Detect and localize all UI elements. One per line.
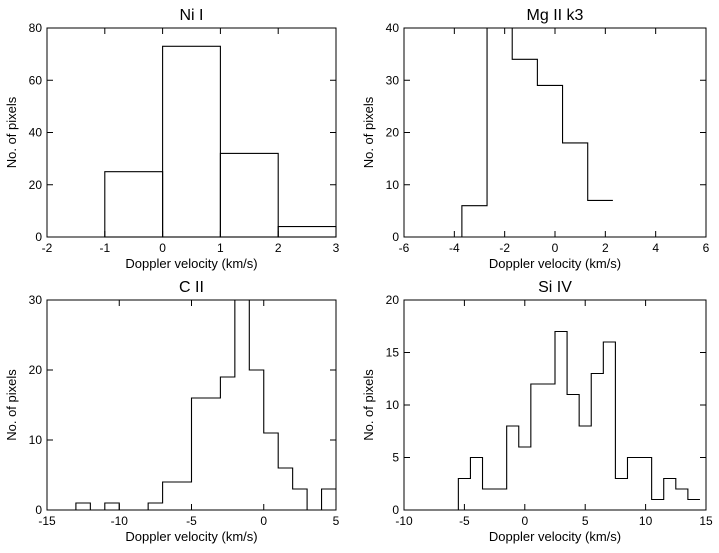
y-tick-label: 20 — [29, 178, 43, 192]
histogram-panel-2: -6 -4 -2 0 2 4 6 0 10 20 30 40 Mg II k3 Doppler veloc… — [361, 7, 710, 271]
x-tick-label: 0 — [521, 514, 528, 528]
histogram-panel-3: -15 -10 -5 0 5 0 10 20 30 C II Doppler velocity (k… — [4, 279, 340, 544]
x-tick-label: -4 — [449, 241, 460, 255]
x-tick-label: 5 — [333, 514, 340, 528]
y-axis-label: No. of pixels — [4, 369, 19, 441]
x-tick-label: -5 — [459, 514, 470, 528]
histogram-step-line — [75, 299, 336, 511]
panel-title: C II — [179, 279, 204, 296]
x-tick-label: 15 — [699, 514, 713, 528]
y-tick-label: 10 — [386, 398, 400, 412]
histogram-bar — [104, 171, 164, 238]
x-axis-label: Doppler velocity (km/s) — [125, 256, 257, 271]
y-tick-label: 20 — [29, 363, 43, 377]
y-tick-label: 5 — [392, 451, 399, 465]
x-tick-label: 3 — [333, 241, 340, 255]
histogram-step-line — [461, 27, 613, 237]
plot-frame — [46, 27, 337, 238]
x-tick-label: -2 — [42, 241, 53, 255]
x-tick-label: 0 — [552, 241, 559, 255]
y-tick-label: 60 — [29, 73, 43, 87]
y-axis-label: No. of pixels — [4, 96, 19, 168]
x-axis-label: Doppler velocity (km/s) — [489, 529, 621, 544]
x-tick-label: -10 — [395, 514, 413, 528]
histogram-bar — [162, 45, 221, 238]
histogram-bar — [277, 226, 337, 238]
y-axis-label: No. of pixels — [361, 369, 376, 441]
y-tick-label: 0 — [392, 503, 399, 517]
y-tick-label: 10 — [29, 433, 43, 447]
histogram-step-line — [457, 330, 700, 510]
x-tick-label: 10 — [639, 514, 653, 528]
y-tick-label: 30 — [29, 293, 43, 307]
y-tick-label: 80 — [29, 21, 43, 35]
x-tick-label: -6 — [399, 241, 410, 255]
histogram-panel-1: -2 -1 0 1 2 3 0 20 40 60 80 Ni I Doppler velocity (k… — [4, 7, 340, 271]
plot-frame — [403, 27, 707, 238]
x-tick-label: -2 — [499, 241, 510, 255]
histogram-bar — [219, 152, 279, 238]
y-axis-label: No. of pixels — [361, 96, 376, 168]
x-tick-label: 2 — [275, 241, 282, 255]
y-tick-label: 0 — [35, 230, 42, 244]
x-tick-label: 4 — [652, 241, 659, 255]
x-tick-label: 6 — [703, 241, 710, 255]
x-tick-label: -1 — [99, 241, 110, 255]
y-tick-label: 20 — [386, 126, 400, 140]
y-tick-label: 30 — [386, 73, 400, 87]
x-tick-label: 2 — [602, 241, 609, 255]
panel-title: Ni I — [180, 7, 204, 24]
y-tick-label: 15 — [386, 346, 400, 360]
x-tick-label: -10 — [111, 514, 129, 528]
y-tick-label: 40 — [386, 21, 400, 35]
panel-title: Si IV — [538, 279, 572, 296]
x-tick-label: 5 — [582, 514, 589, 528]
x-tick-label: -15 — [38, 514, 56, 528]
x-axis-label: Doppler velocity (km/s) — [125, 529, 257, 544]
x-tick-label: -5 — [186, 514, 197, 528]
histogram-panel-4: -10 -5 0 5 10 15 0 5 10 15 20 Si IV Doppler velocity… — [361, 279, 713, 544]
x-tick-label: 1 — [217, 241, 224, 255]
panel-title: Mg II k3 — [527, 7, 584, 24]
y-tick-label: 0 — [35, 503, 42, 517]
x-tick-label: 0 — [159, 241, 166, 255]
x-tick-label: 0 — [260, 514, 267, 528]
y-tick-label: 10 — [386, 178, 400, 192]
x-axis-label: Doppler velocity (km/s) — [489, 256, 621, 271]
y-tick-label: 20 — [386, 293, 400, 307]
y-tick-label: 0 — [392, 230, 399, 244]
y-tick-label: 40 — [29, 126, 43, 140]
